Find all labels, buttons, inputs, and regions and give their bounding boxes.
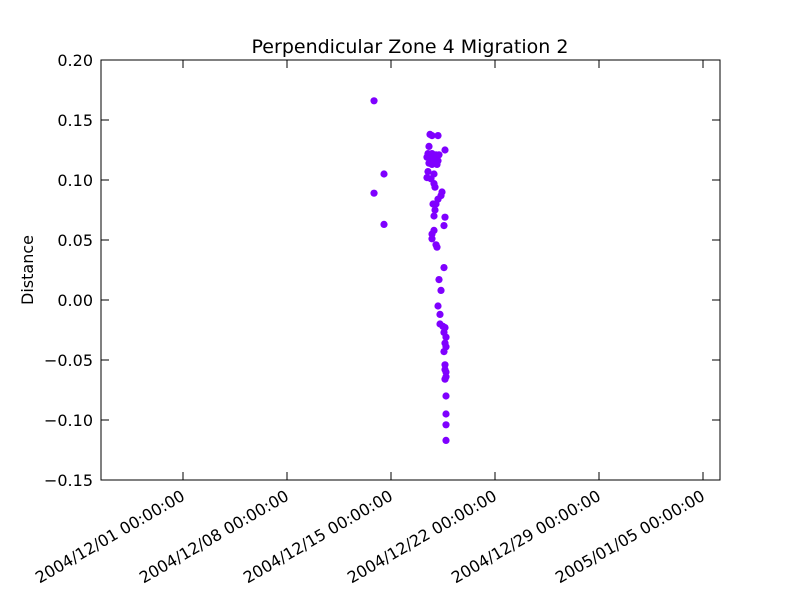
- point: [430, 212, 438, 220]
- point: [429, 200, 437, 208]
- point: [440, 348, 448, 356]
- point: [428, 160, 436, 168]
- point: [380, 170, 388, 178]
- point: [428, 132, 436, 140]
- y-tick-label: 0.05: [57, 231, 93, 250]
- y-tick-label: 0.10: [57, 171, 93, 190]
- y-tick-label: −0.15: [44, 471, 93, 490]
- y-tick-label: 0.15: [57, 111, 93, 130]
- point: [442, 410, 450, 418]
- point: [441, 375, 449, 383]
- point: [442, 436, 450, 444]
- point: [442, 392, 450, 400]
- point: [428, 235, 436, 243]
- point: [441, 213, 449, 221]
- point: [441, 146, 449, 154]
- point: [440, 264, 448, 272]
- y-tick-label: −0.05: [44, 351, 93, 370]
- point: [424, 168, 432, 176]
- x-axis-label: Date: [391, 597, 429, 600]
- point: [433, 160, 441, 168]
- point: [437, 286, 445, 294]
- point: [431, 206, 439, 214]
- point: [370, 97, 378, 105]
- y-axis-label: Distance: [18, 235, 37, 305]
- chart-title: Perpendicular Zone 4 Migration 2: [252, 36, 569, 58]
- point: [431, 183, 439, 191]
- point: [442, 421, 450, 429]
- point: [442, 333, 450, 341]
- point: [425, 142, 433, 150]
- y-tick-label: 0.20: [57, 51, 93, 70]
- point: [434, 302, 442, 310]
- point: [370, 189, 378, 197]
- point: [436, 310, 444, 318]
- plot-frame: [100, 59, 721, 481]
- point: [433, 243, 441, 251]
- point: [435, 276, 443, 284]
- y-tick-label: −0.10: [44, 411, 93, 430]
- point: [435, 151, 443, 159]
- point: [380, 220, 388, 228]
- y-tick-label: 0.00: [57, 291, 93, 310]
- point: [434, 132, 442, 140]
- point: [440, 222, 448, 230]
